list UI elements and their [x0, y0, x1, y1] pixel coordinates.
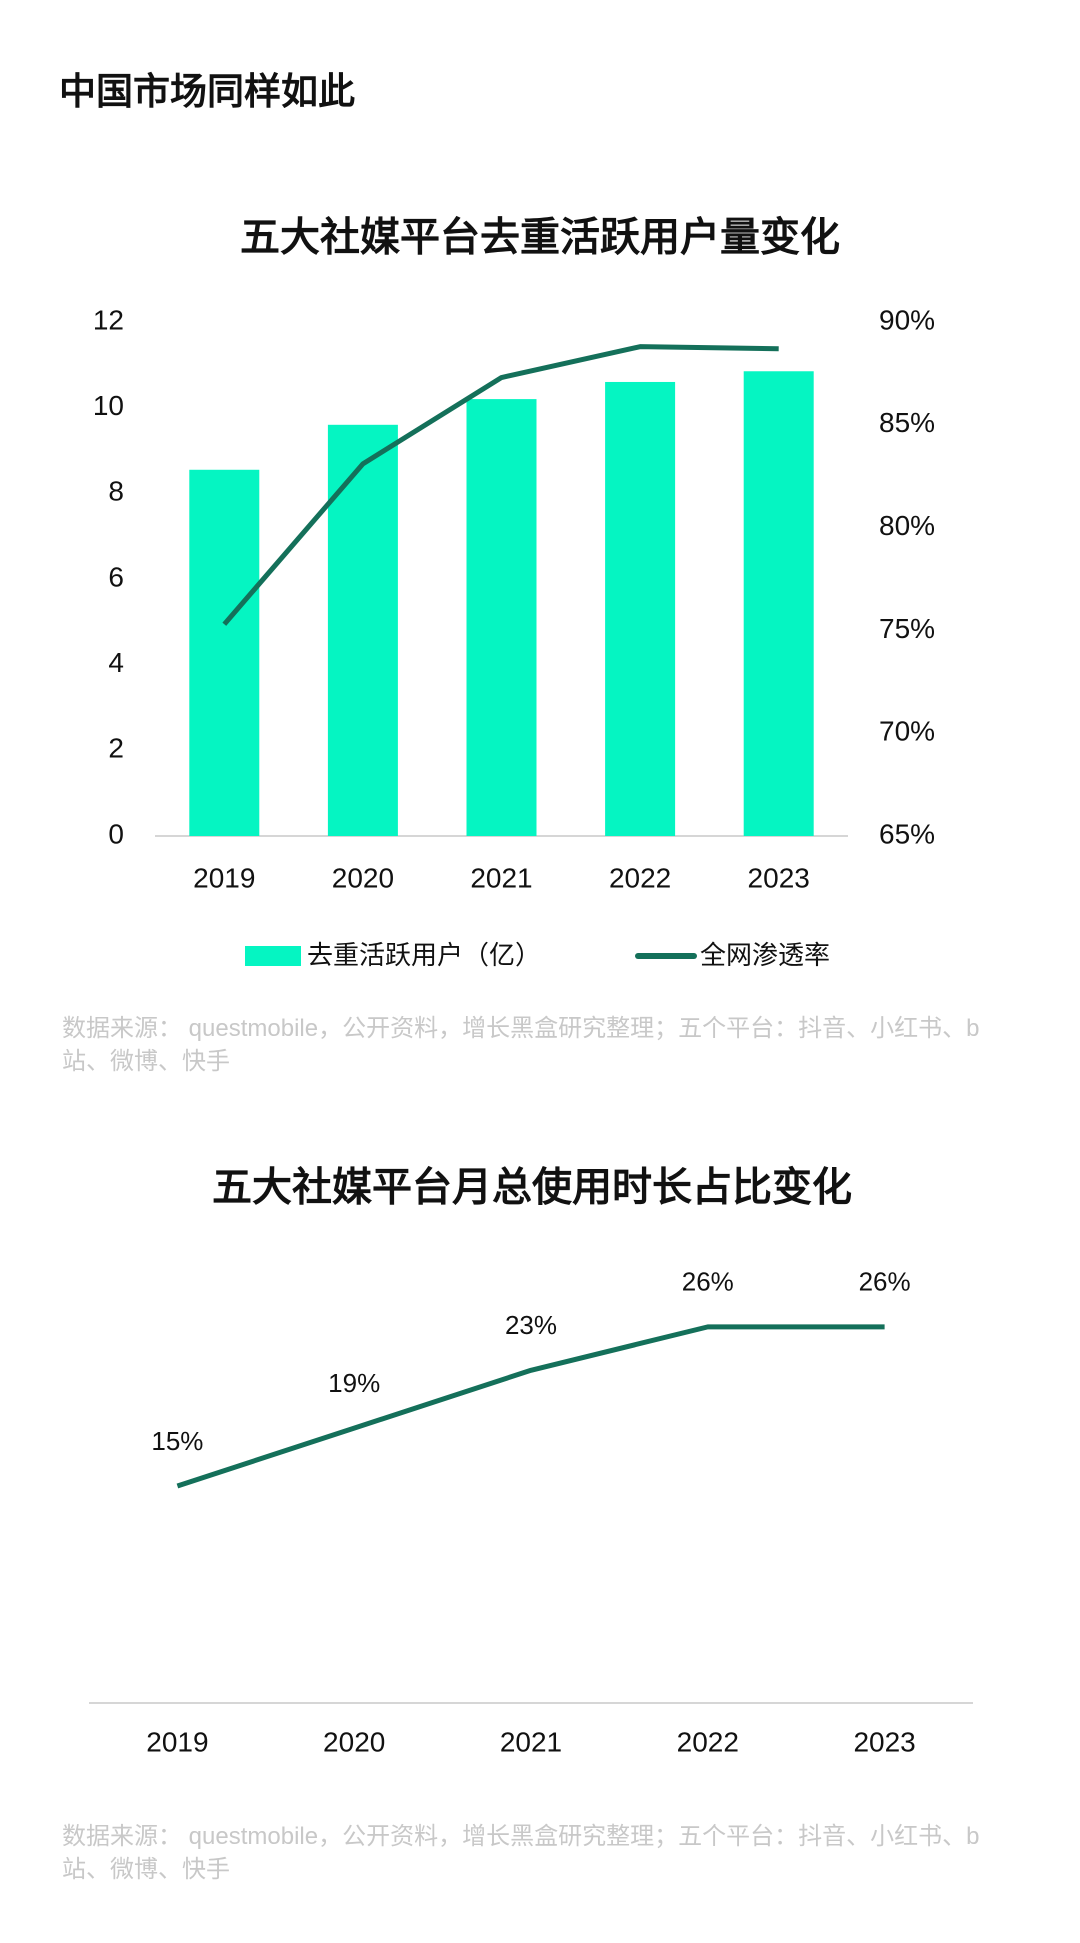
data-label: 15%	[151, 1426, 203, 1456]
bar	[743, 371, 814, 836]
source-note: 数据来源： questmobile，公开资料，增长黑盒研究整理；五个平台：抖音、…	[62, 1823, 980, 1883]
legend-label: 去重活跃用户（亿）	[307, 940, 541, 970]
line	[176, 1324, 885, 1489]
x-tick-label: 2023	[748, 862, 810, 893]
y-tick-label: 2	[108, 733, 124, 764]
x-tick-label: 2022	[609, 862, 671, 893]
chart-title: 五大社媒平台去重活跃用户量变化	[240, 216, 840, 260]
bar	[189, 469, 260, 836]
y-tick-label: 4	[108, 647, 124, 678]
y-tick-label: 8	[108, 476, 124, 507]
bar	[327, 424, 398, 836]
y2-tick-label: 80%	[879, 510, 935, 541]
y-tick-label: 0	[108, 818, 124, 849]
bar	[605, 381, 676, 836]
x-tick-label: 2019	[193, 862, 255, 893]
legend-label: 全网渗透率	[700, 940, 830, 970]
y-tick-label: 10	[93, 390, 124, 421]
y2-tick-label: 75%	[879, 613, 935, 644]
data-label: 26%	[859, 1267, 911, 1297]
line	[222, 344, 779, 626]
x-tick-label: 2022	[677, 1726, 739, 1757]
bar	[466, 399, 537, 836]
chart-title: 五大社媒平台月总使用时长占比变化	[212, 1166, 852, 1210]
x-tick-label: 2019	[146, 1726, 208, 1757]
page-title: 中国市场同样如此	[59, 70, 355, 112]
x-tick-label: 2021	[470, 862, 532, 893]
y2-tick-label: 65%	[879, 818, 935, 849]
y-tick-label: 12	[93, 304, 124, 335]
data-label: 26%	[682, 1267, 734, 1297]
x-tick-label: 2021	[500, 1726, 562, 1757]
x-tick-label: 2020	[323, 1726, 385, 1757]
data-label: 23%	[505, 1310, 557, 1340]
data-label: 19%	[328, 1368, 380, 1398]
x-tick-label: 2023	[853, 1726, 915, 1757]
source-note: 数据来源： questmobile，公开资料，增长黑盒研究整理；五个平台：抖音、…	[62, 1015, 980, 1075]
legend-swatch	[245, 946, 301, 966]
y2-tick-label: 90%	[879, 304, 935, 335]
y-tick-label: 6	[108, 561, 124, 592]
y2-tick-label: 70%	[879, 716, 935, 747]
y2-tick-label: 85%	[879, 407, 935, 438]
x-tick-label: 2020	[332, 862, 394, 893]
